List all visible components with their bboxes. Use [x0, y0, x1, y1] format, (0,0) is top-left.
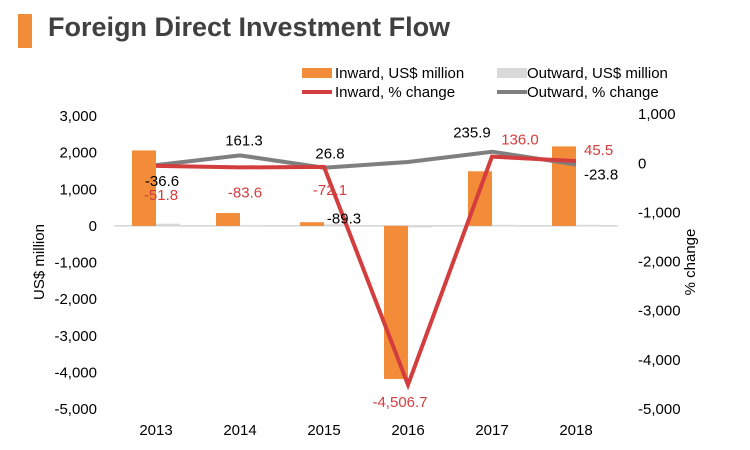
data-label-outward-pct: -36.6: [145, 173, 179, 190]
title-accent-bar: [18, 14, 32, 48]
y-tick-label: 1,000: [59, 181, 97, 198]
y2-tick-label: 0: [638, 155, 646, 172]
legend-label-inward-line: Inward, % change: [335, 84, 455, 101]
bar-outward: [156, 223, 180, 226]
y2-tick-label: -4,000: [638, 352, 681, 369]
x-tick-label: 2017: [475, 422, 508, 439]
bar-inward: [132, 150, 156, 226]
y2-tick-label: -1,000: [638, 204, 681, 221]
bar-outward: [492, 224, 516, 227]
chart-title: Foreign Direct Investment Flow: [48, 12, 451, 42]
y-tick-label: -5,000: [54, 401, 97, 418]
legend-label-outward-bar: Outward, US$ million: [527, 65, 668, 82]
y2-tick-label: 1,000: [638, 106, 676, 123]
data-label-outward-pct: 161.3: [225, 132, 263, 149]
data-label-inward-pct: -72.1: [313, 182, 347, 199]
bar-outward: [324, 224, 348, 226]
data-label-outward-pct: -23.8: [584, 166, 618, 183]
y2-tick-label: -5,000: [638, 401, 681, 418]
y-tick-label: 0: [89, 218, 97, 235]
y-tick-label: 3,000: [59, 108, 97, 125]
data-label-inward-pct: 136.0: [501, 132, 539, 149]
y-tick-label: -1,000: [54, 255, 97, 272]
y2-axis-title: % change: [682, 229, 699, 296]
data-label-outward-pct: 26.8: [315, 146, 344, 163]
data-label-inward-pct: -51.8: [144, 187, 178, 204]
bar-outward: [408, 225, 432, 228]
y-tick-label: -3,000: [54, 328, 97, 345]
y2-tick-label: -2,000: [638, 254, 681, 271]
x-tick-label: 2018: [559, 422, 592, 439]
data-label-inward-pct: -4,506.7: [372, 394, 427, 411]
line-inward-pct: [155, 154, 577, 391]
bar-outward: [576, 224, 600, 227]
x-tick-label: 2015: [307, 422, 340, 439]
y2-tick-label: -3,000: [638, 303, 681, 320]
legend-swatch-inward-bar: [302, 68, 332, 78]
bar-inward: [468, 171, 492, 226]
x-tick-label: 2014: [223, 422, 256, 439]
bar-outward: [240, 225, 264, 227]
y-tick-label: -2,000: [54, 291, 97, 308]
data-label-inward-pct: 45.5: [584, 142, 613, 159]
legend-swatch-outward-bar: [497, 68, 527, 78]
y-tick-label: -4,000: [54, 364, 97, 381]
bar-inward: [300, 222, 324, 226]
legend-label-outward-line: Outward, % change: [527, 84, 659, 101]
y-axis-title: US$ million: [31, 224, 48, 300]
data-label-outward-pct: 235.9: [453, 125, 491, 142]
line-outward-pct: [155, 149, 577, 170]
data-label-inward-pct: -83.6: [228, 184, 262, 201]
x-tick-label: 2013: [139, 422, 172, 439]
legend-label-inward-bar: Inward, US$ million: [335, 65, 464, 82]
y-tick-label: 2,000: [59, 145, 97, 162]
bar-inward: [216, 213, 240, 226]
data-label-outward-pct: -89.3: [327, 211, 361, 228]
x-tick-label: 2016: [391, 422, 424, 439]
